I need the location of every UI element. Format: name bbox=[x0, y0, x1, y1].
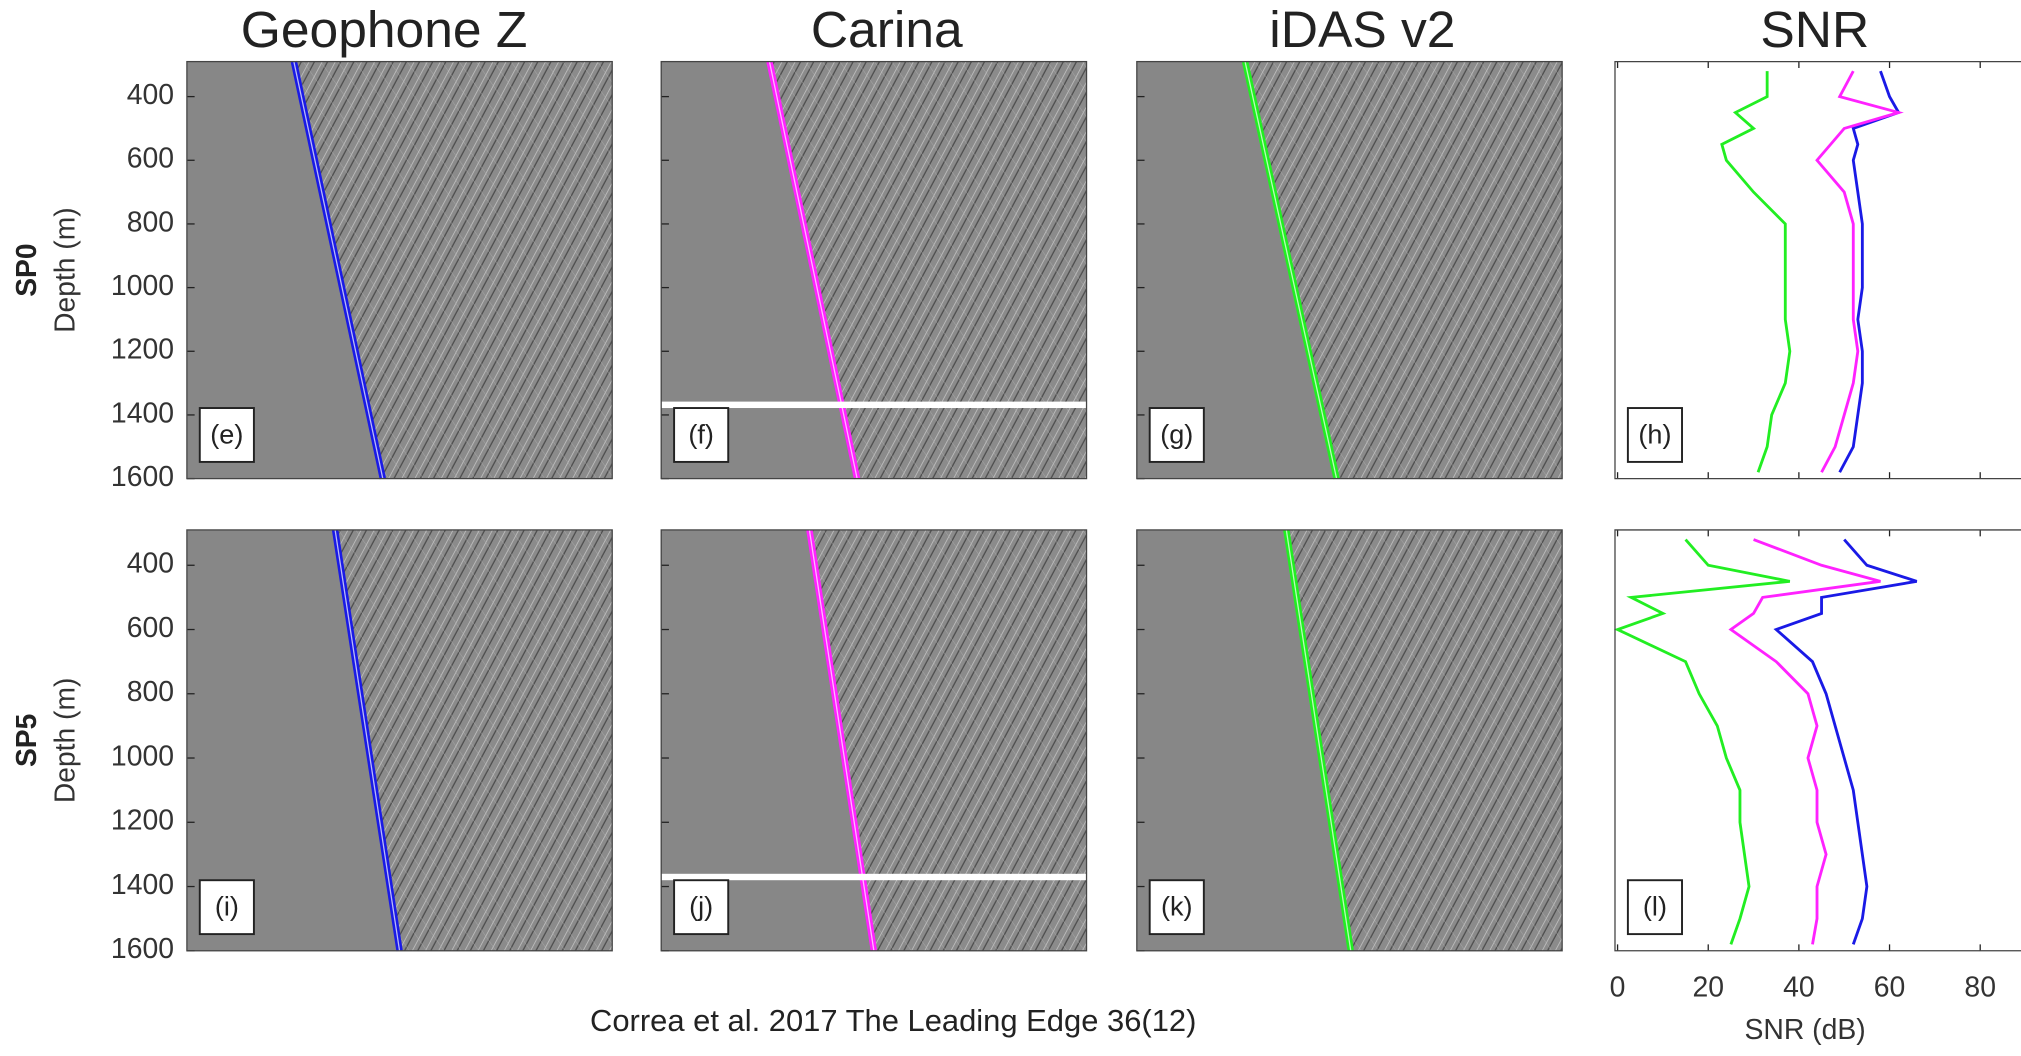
y-tick-label: 1200 bbox=[111, 333, 174, 365]
depth-label: Depth (m) bbox=[48, 207, 80, 332]
x-tick-label: 40 bbox=[1783, 971, 1815, 1003]
x-tick-label: 60 bbox=[1874, 971, 1906, 1003]
column-title: Carina bbox=[811, 0, 963, 58]
panel-letter: (f) bbox=[688, 419, 714, 449]
row-label: SP5 bbox=[10, 714, 42, 767]
depth-label: Depth (m) bbox=[48, 678, 80, 803]
y-tick-label: 1600 bbox=[111, 932, 174, 964]
column-title: Geophone Z bbox=[241, 0, 528, 58]
y-tick-label: 1000 bbox=[111, 740, 174, 772]
x-tick-label: 20 bbox=[1692, 971, 1724, 1003]
page: { "figure": { "columns": ["Geophone Z", … bbox=[0, 0, 2021, 1056]
y-tick-label: 1400 bbox=[111, 868, 174, 900]
y-tick-label: 800 bbox=[127, 675, 174, 707]
panel-letter: (i) bbox=[215, 892, 239, 922]
y-tick-label: 400 bbox=[127, 547, 174, 579]
x-tick-label: 80 bbox=[1964, 971, 1996, 1003]
column-title: iDAS v2 bbox=[1269, 0, 1455, 58]
column-title: SNR bbox=[1760, 0, 1869, 58]
citation: Correa et al. 2017 The Leading Edge 36(1… bbox=[590, 1003, 1196, 1038]
figure: Geophone ZCarinaiDAS v2SNRSP0Depth (m)40… bbox=[0, 0, 2021, 1056]
panel-letter: (j) bbox=[689, 892, 713, 922]
x-axis-label: SNR (dB) bbox=[1744, 1013, 1865, 1045]
panel-letter: (h) bbox=[1638, 419, 1671, 449]
y-tick-label: 1600 bbox=[111, 460, 174, 492]
row-label: SP0 bbox=[10, 243, 42, 296]
y-tick-label: 600 bbox=[127, 142, 174, 174]
y-tick-label: 800 bbox=[127, 205, 174, 237]
y-tick-label: 400 bbox=[127, 78, 174, 110]
y-tick-label: 600 bbox=[127, 611, 174, 643]
y-tick-label: 1000 bbox=[111, 269, 174, 301]
panel-letter: (e) bbox=[210, 419, 243, 449]
panel-letter: (l) bbox=[1643, 892, 1667, 922]
panel-letter: (k) bbox=[1161, 892, 1193, 922]
x-tick-label: 0 bbox=[1610, 971, 1626, 1003]
y-tick-label: 1200 bbox=[111, 804, 174, 836]
panel-letter: (g) bbox=[1160, 419, 1193, 449]
y-tick-label: 1400 bbox=[111, 396, 174, 428]
